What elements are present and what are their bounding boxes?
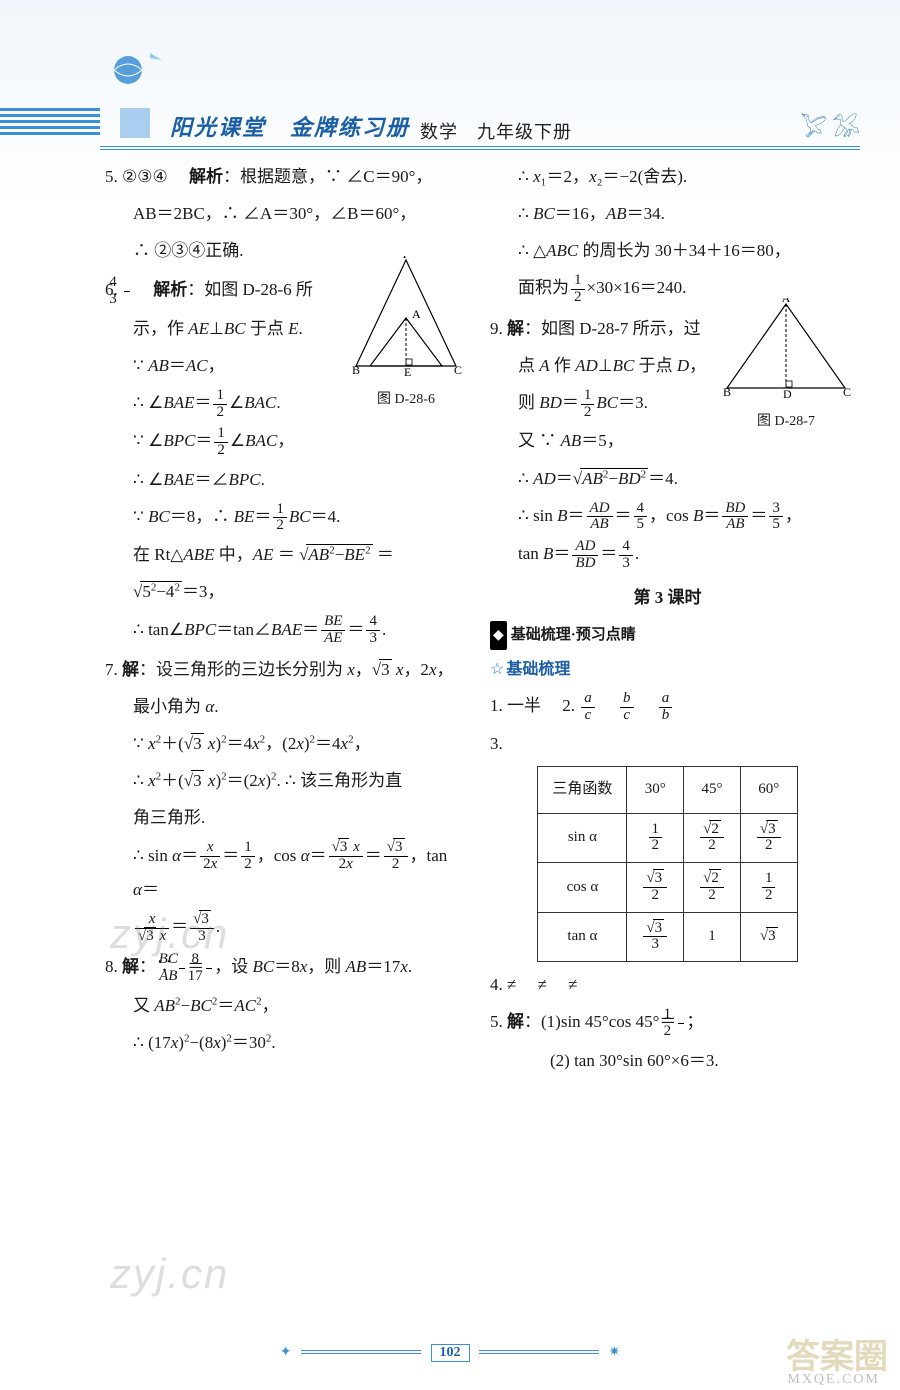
svg-text:B: B (352, 363, 360, 376)
th-60: 60° (740, 767, 797, 813)
q8-l2: 又 AB2−BC2＝AC2， (105, 989, 460, 1022)
table-row: tan α 33 1 3 (538, 912, 797, 962)
trig-values-table: 三角函数 30° 45° 60° sin α 12 22 32 cos α 32… (537, 766, 797, 962)
header-illustration (100, 48, 170, 143)
header-birds-icon: 𓅯 𓅮 (801, 108, 860, 144)
q8: 8. 解：∵ BCAB＝817，设 BC＝8x，则 AB＝17x. (105, 950, 460, 984)
solve-label: 解 (507, 319, 524, 338)
footer-line-right (479, 1350, 599, 1356)
q6-l3: ∵ ∠BPC＝12∠BAC， (105, 424, 460, 458)
subsection-row: ☆基础梳理 (490, 654, 845, 685)
answer-logo: 答案圈 (786, 1329, 888, 1378)
page-root: 阳光课堂 金牌练习册 数学 九年级下册 𓅯 𓅮 5. ②③④ 解析：根据题意，∵… (0, 0, 900, 1390)
right-column: ∴ x₁＝2，x₂＝−2(舍去). ∴ BC＝16，AB＝34. ∴ △ABC … (490, 160, 845, 1310)
item-4: 4. ≠ ≠ ≠ (490, 968, 845, 1001)
q7-intro2: 最小角为 α. (105, 690, 460, 723)
q9-l4: ∴ sin B＝ADAB＝45，cos B＝BDAB＝35， (490, 499, 845, 533)
item1-val: 一半 (507, 696, 541, 715)
th-30: 30° (627, 767, 684, 813)
footer-line-left (301, 1350, 421, 1356)
item-5-1: 5. 解：(1)sin 45°cos 45°＝12； (490, 1005, 845, 1039)
q8-l3: ∴ (17x)2−(8x)2＝302. (105, 1026, 460, 1059)
q5-answer: ②③④ (122, 167, 168, 186)
footer-deco-left: ✦ (280, 1345, 292, 1360)
q5-line0: 根据题意，∵ ∠C＝90°， (240, 167, 432, 186)
site-watermark: MXQE.COM (787, 1372, 880, 1388)
item-1-2: 1. 一半 2. ac bc ab (490, 689, 845, 723)
explain-label: 解析 (189, 167, 223, 186)
q9-l5: tan B＝ADBD＝43. (490, 537, 845, 571)
star-icon: ☆ (490, 661, 504, 678)
q9-l3: ∴ AD＝AB2−BD2＝4. (490, 462, 845, 495)
lesson-title: 第 3 课时 (490, 581, 845, 614)
svg-text:B: B (723, 385, 731, 398)
q5: 5. ②③④ 解析：根据题意，∵ ∠C＝90°， (105, 160, 460, 193)
q5-line1: AB＝2BC，∴ ∠A＝30°，∠B＝60°， (105, 197, 460, 230)
table-row: cos α 32 22 12 (538, 863, 797, 913)
header-stripes (0, 108, 100, 138)
table-row: sin α 12 22 32 (538, 813, 797, 863)
book-series-title: 阳光课堂 金牌练习册 (170, 110, 410, 142)
q8c-l1: ∴ x₁＝2，x₂＝−2(舍去). (490, 160, 845, 193)
footer-deco-right: ✷ (609, 1345, 621, 1360)
fig-28-6-label: 图 D-28-6 (346, 386, 466, 413)
item-5-2: (2) tan 30°sin 60°×6＝3. (490, 1044, 845, 1077)
th-45: 45° (684, 767, 741, 813)
q7-l2b: 角三角形. (105, 801, 460, 834)
subsection-title: 基础梳理 (506, 661, 570, 678)
fig-28-7-label: 图 D-28-7 (721, 408, 851, 435)
q6-l5: ∵ BC＝8，∴ BE＝12BC＝4. (105, 500, 460, 534)
page-number: 102 (431, 1344, 470, 1362)
svg-text:P: P (403, 256, 410, 261)
svg-text:C: C (843, 385, 851, 398)
q7-l1: ∵ x2＋(3 x)2＝4x2，(2x)2＝4x2， (105, 727, 460, 760)
solve-label: 解 (122, 957, 139, 976)
solve-label: 解 (507, 1012, 524, 1031)
content-area: 5. ②③④ 解析：根据题意，∵ ∠C＝90°， AB＝2BC，∴ ∠A＝30°… (105, 160, 845, 1310)
q8c-l2: ∴ BC＝16，AB＝34. (490, 197, 845, 230)
page-header: 阳光课堂 金牌练习册 数学 九年级下册 𓅯 𓅮 (0, 48, 900, 148)
th-fn: 三角函数 (538, 767, 627, 813)
figure-d-28-7: A B D C 图 D-28-7 (721, 298, 851, 436)
q6-l6: 在 Rt△ABE 中，AE ＝ AB2−BE2 ＝ (105, 538, 460, 571)
q6-answer-frac: 43 (124, 275, 130, 308)
solve-label: 解 (122, 660, 139, 679)
q7-l2: ∴ x2＋(3 x)2＝(2x)2. ∴ 该三角形为直 (105, 764, 460, 797)
figure-d-28-6: P A B E C 图 D-28-6 (346, 256, 466, 414)
section-tag-row: ◆基础梳理·预习点睛 (490, 621, 845, 650)
svg-text:A: A (412, 307, 421, 321)
header-rule (100, 146, 860, 150)
q7-l3: ∴ sin α＝x2x＝12，cos α＝3 x2x＝32，tan α＝ (105, 839, 460, 906)
q6-l7: 52−42＝3， (105, 575, 460, 608)
svg-text:E: E (404, 365, 411, 376)
diamond-icon: ◆ (490, 621, 507, 650)
svg-text:D: D (783, 387, 792, 398)
q7: 7. 解：设三角形的三边长分别为 x，3 x，2x， (105, 653, 460, 686)
q6-l4: ∴ ∠BAE＝∠BPC. (105, 463, 460, 496)
item-3: 3. (490, 727, 845, 760)
book-subject: 数学 九年级下册 (420, 118, 572, 144)
explain-label: 解析 (153, 280, 187, 299)
q6-l8: ∴ tan∠BPC＝tan∠BAE＝BEAE＝43. (105, 613, 460, 647)
svg-text:A: A (782, 298, 791, 305)
globe-figure-icon (100, 48, 170, 143)
left-column: 5. ②③④ 解析：根据题意，∵ ∠C＝90°， AB＝2BC，∴ ∠A＝30°… (105, 160, 460, 1310)
section-tag: 基础梳理·预习点睛 (511, 627, 636, 643)
q7-l4: x3 x＝33. (105, 910, 460, 944)
table-row: 三角函数 30° 45° 60° (538, 767, 797, 813)
q8c-l3: ∴ △ABC 的周长为 30＋34＋16＝80， (490, 234, 845, 267)
svg-text:C: C (454, 363, 462, 376)
page-footer: ✦ 102 ✷ (0, 1344, 900, 1362)
